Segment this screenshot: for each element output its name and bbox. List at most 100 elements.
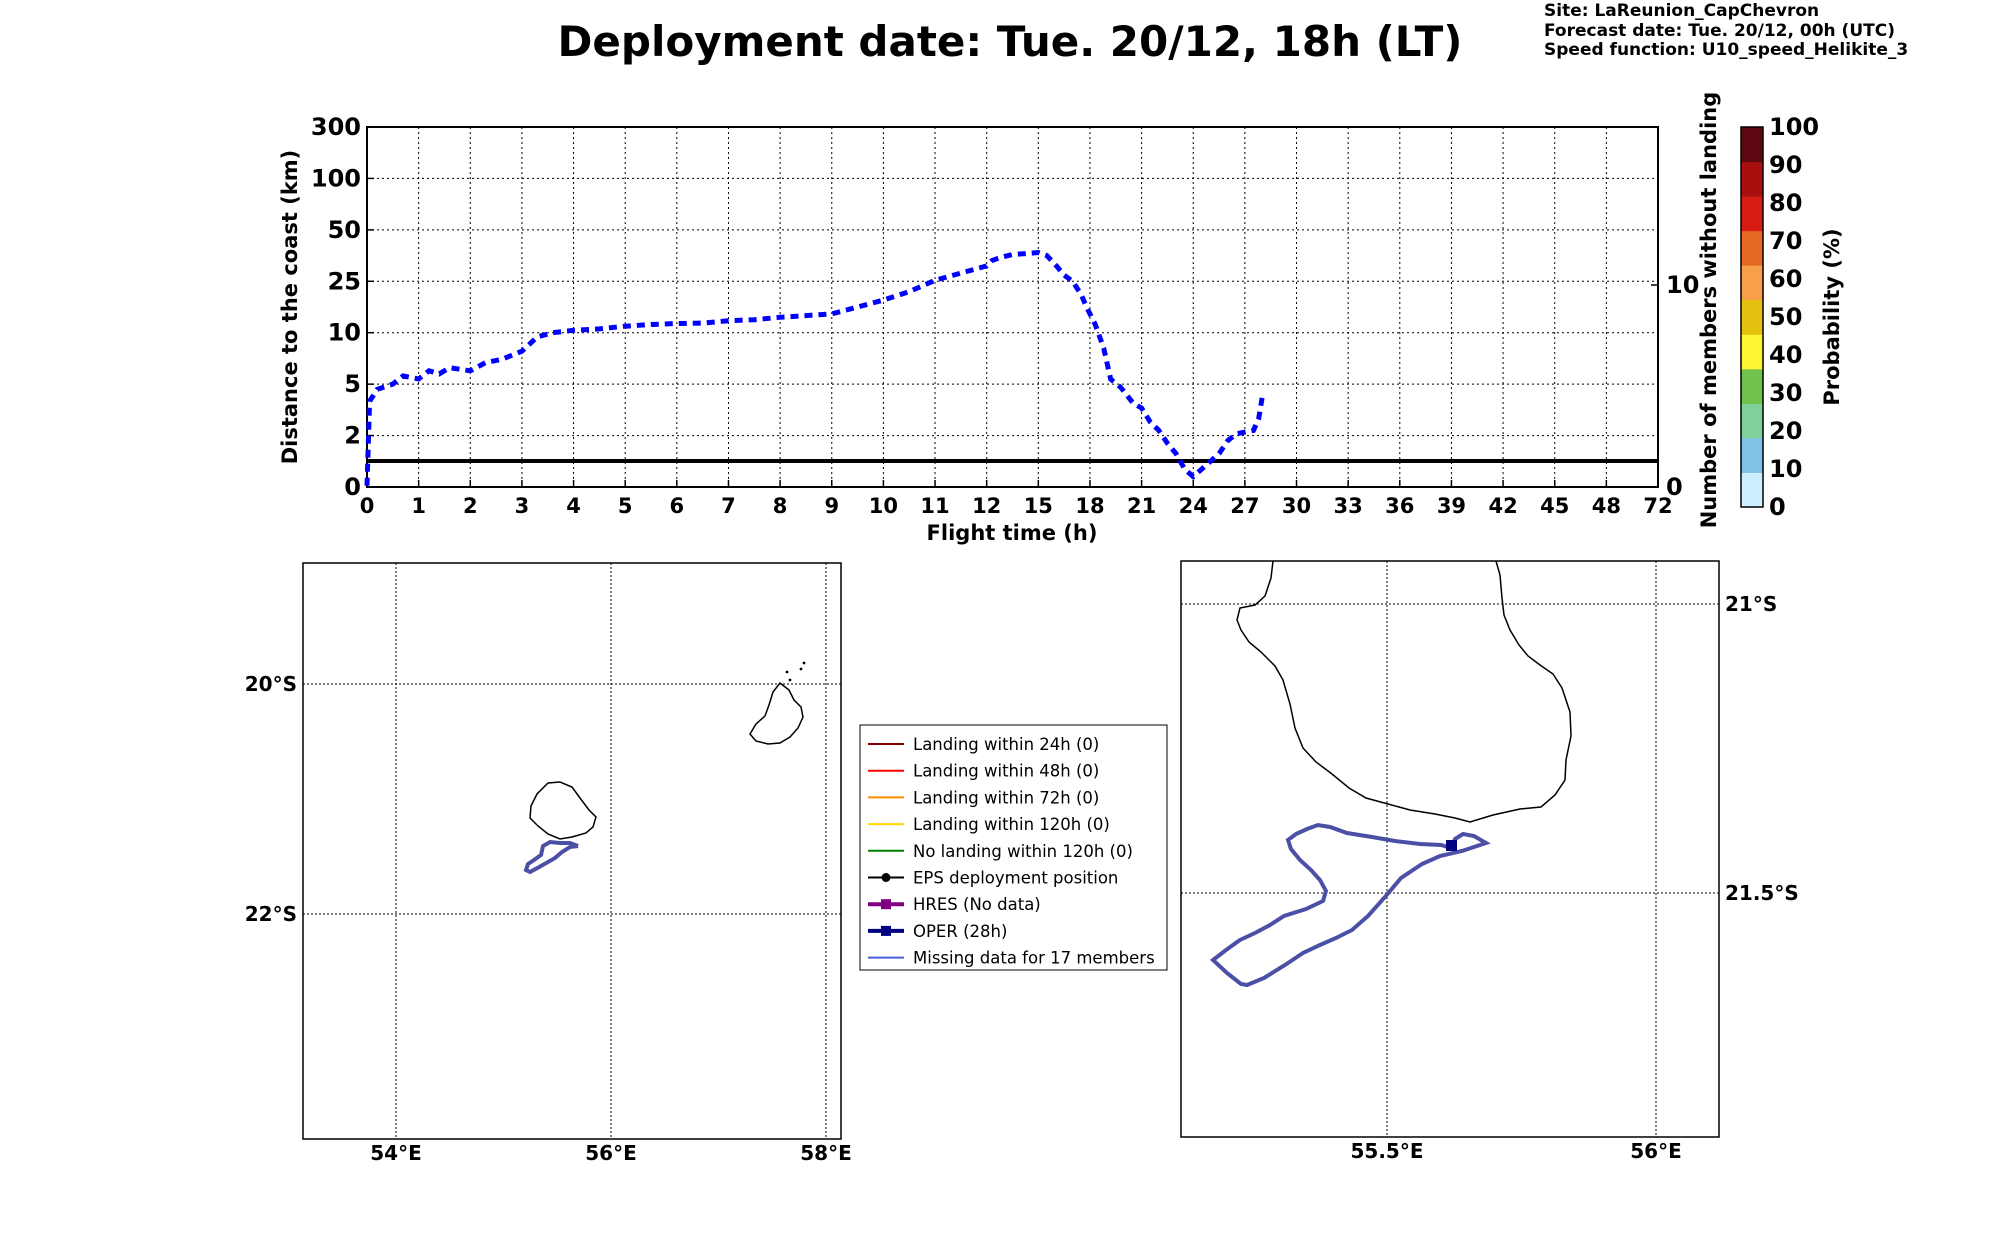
distance-chart-frame: [366, 126, 1659, 488]
legend-marker-square: [881, 925, 891, 936]
y-tick-label: 5: [344, 370, 361, 398]
probability-colorbar: 0 10 20 30 40 50 60 70 80 90 100 Probability (%): [1740, 113, 1844, 521]
lat-label: 20°S: [245, 672, 297, 696]
info-block: Site: LaReunion_CapChevron Forecast date…: [1544, 1, 1909, 61]
legend-item: Landing within 72h (0): [868, 788, 1099, 807]
legend-item: No landing within 120h (0): [868, 842, 1133, 861]
lon-label: 58°E: [800, 1141, 852, 1165]
reunion-coastline: [529, 781, 597, 840]
lat-label: 22°S: [245, 902, 297, 926]
colorbar-tick-labels: 0 10 20 30 40 50 60 70 80 90 100: [1769, 113, 1819, 521]
colorbar-cell: [1741, 334, 1763, 370]
x-tick-label: 18: [1075, 494, 1104, 518]
x-tick-label: 4: [566, 494, 581, 518]
colorbar-cell: [1741, 299, 1763, 335]
figure-title: Deployment date: Tue. 20/12, 18h (LT): [558, 17, 1463, 66]
oper-deployment-marker: [1446, 840, 1457, 851]
legend-label: EPS deployment position: [913, 869, 1118, 888]
legend-marker-square: [881, 899, 891, 910]
island-dot: [788, 678, 792, 682]
legend-label: Landing within 48h (0): [913, 762, 1099, 781]
distance-series-line: [364, 249, 1265, 486]
distance-chart-grid: [366, 126, 1659, 488]
colorbar-cell: [1741, 127, 1763, 163]
speed-function-label: Speed function: U10_speed_Helikite_3: [1544, 40, 1909, 60]
x-tick-label: 11: [920, 494, 949, 518]
oper-trajectory-zoomed: [1209, 822, 1491, 988]
lat-label: 21°S: [1725, 592, 1777, 616]
distance-chart: 0 1 2 3 4 5 6 7 8 9 10 11 12 15 18 21 24 27 30 33 36 39 42 45 48…: [278, 92, 1721, 545]
colorbar-cell: [1741, 368, 1763, 404]
colorbar-tick-label: 50: [1769, 303, 1802, 331]
x-tick-label: 30: [1282, 494, 1311, 518]
x-tick-label: 1: [411, 494, 426, 518]
legend-label: OPER (28h): [913, 922, 1007, 941]
x-tick-label: 10: [869, 494, 898, 518]
x-tick-label: 72: [1643, 494, 1672, 518]
y-tick-label: 10: [328, 319, 361, 347]
island-dot: [802, 661, 806, 665]
x-tick-label: 33: [1334, 494, 1363, 518]
legend-label: Missing data for 17 members: [913, 949, 1155, 968]
legend-label: Landing within 72h (0): [913, 788, 1099, 807]
colorbar-tick-label: 100: [1769, 113, 1819, 141]
x-tick-labels: 0 1 2 3 4 5 6 7 8 9 10 11 12 15 18 21 24 27 30 33 36 39 42 45 48…: [360, 494, 1673, 518]
y-tick-label: 25: [328, 267, 361, 295]
legend: Landing within 24h (0) Landing within 48h…: [859, 724, 1168, 971]
x-tick-label: 2: [463, 494, 478, 518]
island-dot: [799, 667, 803, 671]
legend-item: Landing within 24h (0): [868, 735, 1099, 754]
legend-item: Missing data for 17 members: [868, 949, 1155, 968]
y-tick-label: 0: [344, 473, 361, 501]
x-tick-label: 5: [618, 494, 633, 518]
regional-map-frame: [302, 562, 842, 1140]
legend-frame: [859, 724, 1168, 971]
colorbar-tick-label: 0: [1769, 493, 1786, 521]
legend-label: No landing within 120h (0): [913, 842, 1133, 861]
oper-trajectory-regional: [523, 839, 579, 875]
colorbar-cell: [1741, 230, 1763, 266]
mauritius-coastline: [749, 681, 804, 745]
x-tick-label: 3: [515, 494, 530, 518]
y-right-tick-labels: 0 10: [1666, 271, 1699, 501]
x-tick-label: 27: [1230, 494, 1259, 518]
reunion-coastline-zoomed: [1236, 560, 1572, 823]
lon-label: 56°E: [1630, 1139, 1682, 1163]
y-tick-label: 300: [311, 113, 361, 141]
colorbar-tick-label: 90: [1769, 151, 1802, 179]
x-tick-label: 48: [1592, 494, 1621, 518]
island-dot: [785, 670, 789, 674]
x-tick-label: 8: [773, 494, 788, 518]
lon-label: 56°E: [585, 1141, 637, 1165]
colorbar-frame: [1740, 126, 1764, 508]
colorbar-cell: [1741, 437, 1763, 473]
y-right-tick-label: 10: [1666, 271, 1699, 299]
x-tick-label: 9: [824, 494, 839, 518]
colorbar-tick-label: 60: [1769, 265, 1802, 293]
x-tick-label: 39: [1437, 494, 1466, 518]
legend-item: Landing within 48h (0): [868, 762, 1099, 781]
colorbar-label: Probability (%): [1820, 228, 1844, 405]
colorbar-cell: [1741, 196, 1763, 232]
y-right-axis-label: Number of members without landing: [1697, 92, 1721, 529]
x-tick-label: 12: [972, 494, 1001, 518]
x-tick-label: 24: [1179, 494, 1208, 518]
legend-item: EPS deployment position: [868, 869, 1118, 888]
legend-label: HRES (No data): [913, 895, 1041, 914]
zoomed-map: 21°S 21.5°S 55.5°E 56°E: [1180, 560, 1799, 1163]
colorbar-tick-label: 70: [1769, 227, 1802, 255]
legend-item: Landing within 120h (0): [868, 815, 1110, 834]
colorbar-cell: [1741, 161, 1763, 197]
legend-item: HRES (No data): [868, 895, 1041, 914]
y-right-tick-label: 0: [1666, 473, 1683, 501]
regional-map: 20°S 22°S 54°E 56°E 58°E: [245, 562, 852, 1165]
forecast-date-label: Forecast date: Tue. 20/12, 00h (UTC): [1544, 20, 1895, 41]
x-tick-label: 7: [721, 494, 736, 518]
colorbar-tick-label: 30: [1769, 379, 1802, 407]
y-tick-label: 2: [344, 422, 361, 450]
lon-label: 55.5°E: [1350, 1139, 1423, 1163]
x-tick-label: 45: [1540, 494, 1569, 518]
lon-label: 54°E: [370, 1141, 422, 1165]
